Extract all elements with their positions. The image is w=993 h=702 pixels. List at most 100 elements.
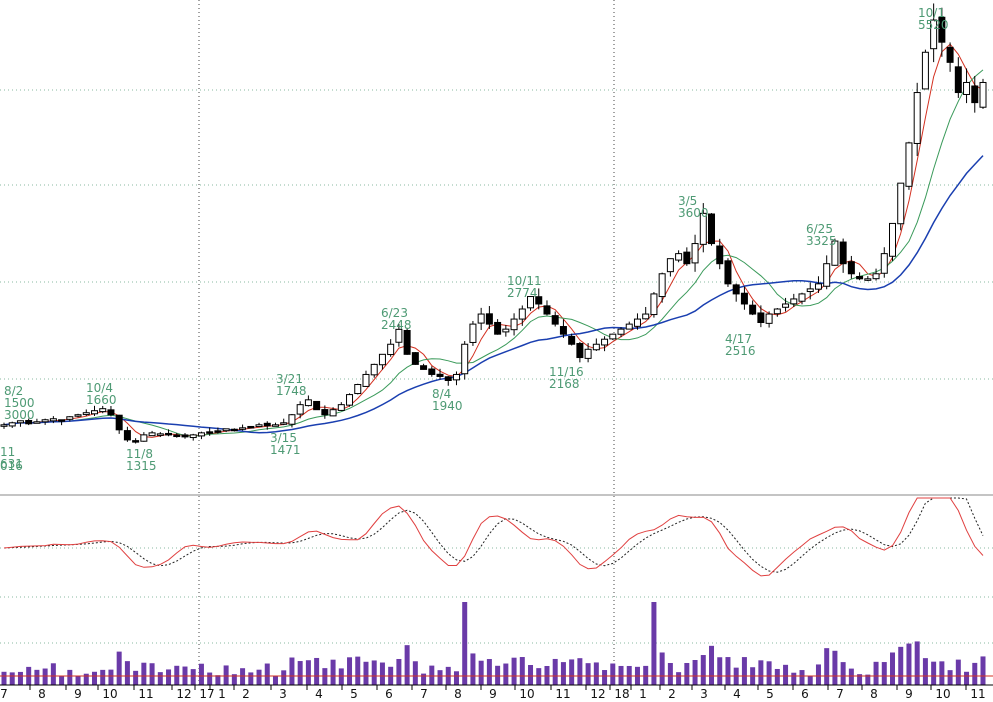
candle-up bbox=[387, 343, 395, 356]
annotation-value: 1660 bbox=[86, 393, 117, 407]
volume-bar bbox=[700, 655, 706, 685]
candle-down bbox=[181, 434, 189, 438]
volume-bar bbox=[931, 661, 937, 685]
ma-mid-line bbox=[3, 69, 984, 437]
candle-down bbox=[740, 292, 748, 305]
candle-down bbox=[436, 373, 444, 377]
candle-up bbox=[99, 408, 107, 413]
volume-bar bbox=[124, 661, 130, 685]
annotation-date: 3/15 bbox=[270, 431, 297, 445]
candle-up bbox=[8, 422, 16, 427]
volume-bar bbox=[42, 668, 48, 685]
candle-down bbox=[107, 409, 115, 416]
candlesticks bbox=[0, 3, 987, 444]
volume-bar bbox=[709, 645, 715, 685]
volume-bar bbox=[412, 661, 418, 685]
oscillator-panel bbox=[3, 497, 984, 577]
candle-up bbox=[140, 434, 148, 442]
annotation-date: 3/21 bbox=[276, 372, 303, 386]
candle-up bbox=[609, 333, 617, 340]
volume-bar bbox=[890, 652, 896, 685]
candle-up bbox=[642, 313, 650, 320]
candle-up bbox=[823, 263, 831, 287]
candle-up bbox=[477, 313, 485, 324]
ma-long-line bbox=[3, 155, 984, 434]
volume-bar bbox=[536, 668, 542, 685]
candle-up bbox=[288, 414, 296, 425]
candle-down bbox=[683, 251, 691, 265]
annotation-value: 3600 bbox=[678, 206, 709, 220]
volume-bar bbox=[939, 661, 945, 685]
volume-bar bbox=[577, 658, 583, 685]
candle-up bbox=[189, 434, 197, 439]
volume-bar bbox=[651, 602, 657, 685]
volume-bar bbox=[1, 671, 7, 685]
volume-bar bbox=[758, 660, 764, 685]
volume-bar bbox=[67, 669, 73, 685]
volume-bar bbox=[544, 665, 550, 685]
candle-up bbox=[469, 323, 477, 343]
candle-up bbox=[765, 313, 773, 324]
x-tick-label: 4 bbox=[315, 687, 323, 701]
volume-bar bbox=[643, 665, 649, 685]
candle-down bbox=[173, 434, 181, 438]
candle-up bbox=[337, 404, 345, 411]
volume-bar bbox=[832, 650, 838, 685]
candle-up bbox=[222, 428, 230, 432]
volume-bar bbox=[676, 672, 682, 685]
candle-up bbox=[280, 422, 288, 425]
volume-bar bbox=[865, 674, 871, 685]
candle-up bbox=[33, 421, 41, 424]
volume-bar bbox=[470, 653, 476, 685]
volume-bar bbox=[717, 657, 723, 685]
volume-bar bbox=[305, 660, 311, 685]
volume-bar bbox=[593, 662, 599, 685]
volume-bar bbox=[322, 668, 328, 685]
candle-up bbox=[329, 409, 337, 417]
volume-bar bbox=[626, 665, 632, 685]
x-tick-label: 1 bbox=[639, 687, 647, 701]
candle-up bbox=[502, 328, 510, 333]
x-tick-label: 11 bbox=[138, 687, 153, 701]
volume-bar bbox=[791, 672, 797, 685]
annotation-date: 4/17 bbox=[725, 332, 752, 346]
candle-up bbox=[790, 298, 798, 305]
x-tick-label: 3 bbox=[700, 687, 708, 701]
volume-bar bbox=[552, 658, 558, 685]
candle-up bbox=[346, 394, 354, 406]
x-tick-label: 3 bbox=[279, 687, 287, 701]
candle-down bbox=[165, 432, 173, 436]
candle-down bbox=[938, 16, 946, 43]
x-tick-label: 4 bbox=[733, 687, 741, 701]
candle-up bbox=[880, 253, 888, 274]
annotation-value: 1315 bbox=[126, 459, 157, 473]
candle-up bbox=[814, 283, 822, 290]
volume-bar bbox=[495, 665, 501, 685]
candle-up bbox=[831, 240, 839, 266]
volume-bar bbox=[17, 671, 23, 685]
candle-down bbox=[847, 261, 855, 275]
volume-bar bbox=[272, 675, 278, 685]
volume-bars bbox=[0, 602, 993, 685]
volume-bar bbox=[684, 662, 690, 685]
volume-bar bbox=[91, 671, 97, 685]
candle-up bbox=[913, 92, 921, 144]
price-annotations: 8/21500300010/4166011/813153/2117483/151… bbox=[0, 6, 949, 473]
candle-down bbox=[123, 430, 131, 441]
volume-bar bbox=[223, 665, 229, 685]
candle-up bbox=[148, 432, 156, 437]
volume-bar bbox=[240, 668, 246, 685]
candle-up bbox=[304, 399, 312, 407]
candle-up bbox=[782, 303, 790, 308]
candle-up bbox=[510, 318, 518, 331]
candle-down bbox=[971, 85, 979, 104]
annotation-value: 1471 bbox=[270, 443, 301, 457]
volume-bar bbox=[528, 665, 534, 685]
candle-up bbox=[49, 418, 57, 422]
candle-up bbox=[296, 404, 304, 415]
x-tick-label: 7 bbox=[420, 687, 428, 701]
volume-bar bbox=[174, 665, 180, 685]
volume-bar bbox=[815, 664, 821, 685]
annotation-value: 1748 bbox=[276, 384, 307, 398]
